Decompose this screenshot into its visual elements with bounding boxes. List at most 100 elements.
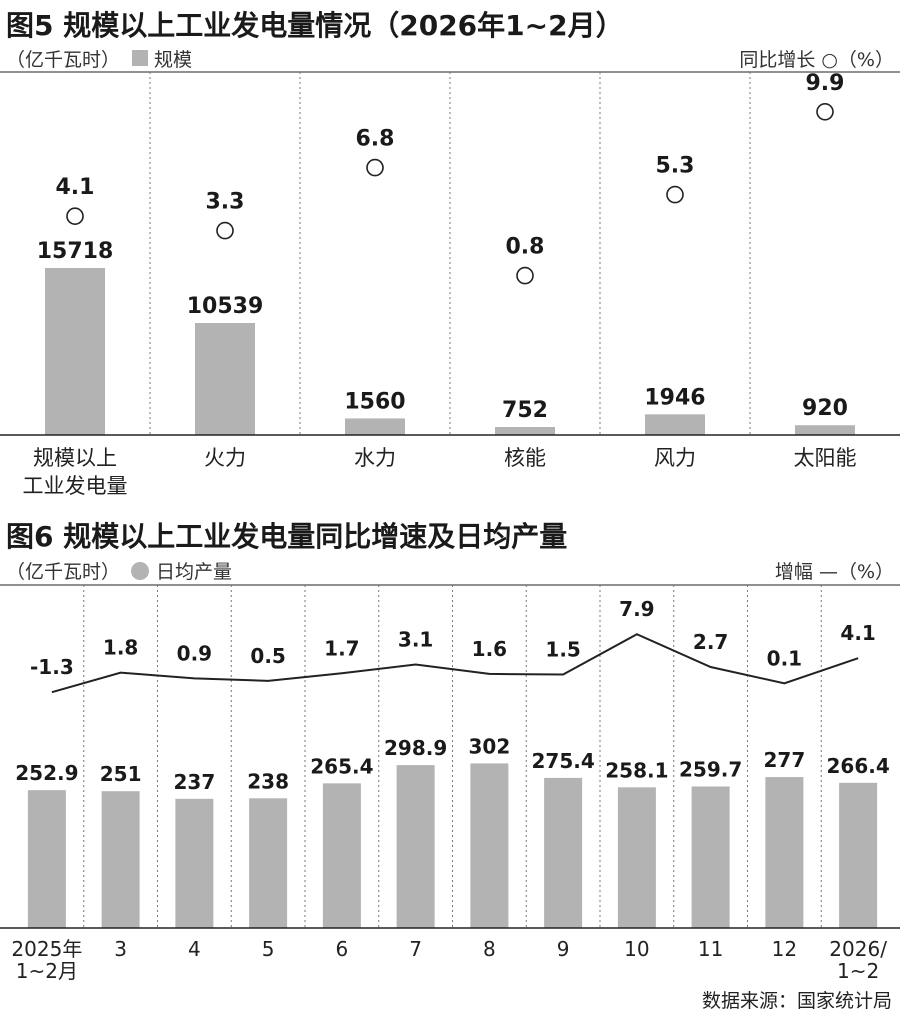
chart6-growth-label: 2.7 bbox=[693, 630, 728, 654]
chart5-growth-label: 0.8 bbox=[506, 235, 545, 260]
chart6-bar-label: 275.4 bbox=[531, 749, 594, 773]
chart6-legend-line: 增幅 —（%） bbox=[775, 561, 894, 583]
chart6-bar-label: 258.1 bbox=[605, 758, 668, 782]
chart6-bar-label: 302 bbox=[469, 734, 511, 758]
chart6-bar-label: 237 bbox=[174, 770, 216, 794]
chart6-bar-label: 298.9 bbox=[384, 736, 447, 760]
chart6-x-tick-label: 2025年 bbox=[11, 937, 82, 961]
chart6-bar bbox=[322, 783, 361, 928]
chart6-growth-label: 0.9 bbox=[177, 641, 212, 665]
chart6-x-tick-label: 5 bbox=[262, 937, 275, 961]
chart6-bar bbox=[249, 798, 288, 928]
chart5-bar bbox=[795, 425, 855, 435]
chart6-x-tick-label: 4 bbox=[188, 937, 201, 961]
chart6-x-tick-label: 8 bbox=[483, 937, 496, 961]
chart6-bar bbox=[765, 777, 804, 928]
chart6-bar-label: 252.9 bbox=[15, 761, 78, 785]
chart6-bar-label: 251 bbox=[100, 762, 142, 786]
chart5-bar bbox=[45, 267, 105, 435]
chart6-bars: 252.9 251 237 238 265.4 298.9 302 275.4 258.1 259… bbox=[15, 734, 890, 928]
chart6-x-tick-label: 7 bbox=[409, 937, 422, 961]
chart6-bar bbox=[544, 777, 583, 928]
chart6-growth-label: 0.5 bbox=[250, 644, 285, 668]
chart6-x-tick-label: 10 bbox=[624, 937, 649, 961]
chart6-legend-bar: 日均产量 bbox=[156, 561, 232, 583]
chart5-bar-label: 752 bbox=[502, 398, 548, 423]
chart6-bar bbox=[27, 790, 66, 928]
chart5-unit-label: （亿千瓦时） bbox=[6, 49, 120, 71]
chart5-bar-label: 920 bbox=[802, 396, 848, 421]
chart6-bar bbox=[839, 782, 878, 928]
chart5-growth-marker bbox=[816, 103, 834, 121]
chart5-legend-swatch bbox=[132, 50, 148, 66]
chart6-bar bbox=[470, 763, 509, 928]
chart6-growth-label: 4.1 bbox=[840, 621, 875, 645]
chart5-bar-label: 10539 bbox=[187, 294, 264, 319]
chart6-bar bbox=[617, 787, 656, 928]
chart6-growth-line: -1.3 1.8 0.9 0.5 1.7 3.1 1.6 1.5 7.9 2.7 0.1 4.1 bbox=[30, 597, 876, 694]
chart6-growth-polyline bbox=[51, 633, 859, 694]
chart6-growth-label: 1.5 bbox=[545, 638, 580, 662]
chart5-growth-label: 9.9 bbox=[806, 71, 845, 96]
chart6-x-tick-label: 2026/ bbox=[829, 937, 887, 961]
chart5-title: 图5 规模以上工业发电量情况（2026年1~2月） bbox=[6, 9, 624, 42]
chart5-x-tick-label: 工业发电量 bbox=[23, 474, 128, 498]
chart6-unit-label: （亿千瓦时） bbox=[6, 561, 120, 583]
chart5-x-tick-label: 太阳能 bbox=[794, 446, 857, 470]
chart5-legend-bar: 规模 bbox=[154, 49, 192, 71]
chart6-x-tick-label: 11 bbox=[698, 937, 723, 961]
chart5-bar bbox=[195, 323, 255, 435]
chart5-bar bbox=[645, 414, 705, 435]
chart6-bar bbox=[101, 791, 140, 928]
chart6-growth-label: 1.6 bbox=[472, 637, 507, 661]
chart5-bar-label: 1560 bbox=[344, 389, 405, 414]
chart5-bar-label: 1946 bbox=[644, 385, 705, 410]
chart6-growth-label: -1.3 bbox=[30, 655, 74, 679]
chart5-growth-label: 4.1 bbox=[56, 175, 95, 200]
chart5-bar bbox=[495, 427, 555, 435]
chart5-growth-marker bbox=[216, 221, 234, 240]
chart6-grid bbox=[83, 585, 822, 928]
chart5-legend-growth: 同比增长 ○（%） bbox=[739, 49, 894, 71]
chart6-bar-label: 277 bbox=[764, 748, 806, 772]
chart5-x-tick-label: 核能 bbox=[504, 446, 546, 470]
chart6-title: 图6 规模以上工业发电量同比增速及日均产量 bbox=[6, 520, 567, 553]
chart5-growth-marker bbox=[516, 266, 534, 285]
chart6-x-tick-label: 6 bbox=[336, 937, 349, 961]
source-note: 数据来源：国家统计局 bbox=[702, 990, 892, 1012]
chart5-growth-marker bbox=[666, 185, 684, 204]
chart5-grid bbox=[149, 72, 751, 435]
chart6-x-tick-label: 9 bbox=[557, 937, 570, 961]
chart5-bar bbox=[345, 418, 405, 435]
chart6-x-tick-label: 1~2 bbox=[837, 959, 879, 983]
chart5-bar-label: 15718 bbox=[37, 239, 114, 264]
chart6-bar bbox=[691, 786, 730, 928]
chart6-x-tick-label: 3 bbox=[114, 937, 127, 961]
chart6-growth-label: 7.9 bbox=[619, 597, 654, 621]
chart6-bar-label: 259.7 bbox=[679, 757, 742, 781]
chart6-growth-label: 0.1 bbox=[767, 646, 802, 670]
chart6-legend-swatch bbox=[131, 562, 149, 580]
chart5-x-labels: 规模以上工业发电量 火力 水力 核能 风力 太阳能 bbox=[23, 446, 857, 498]
chart5-bars: 15718 10539 1560 752 1946 920 bbox=[37, 239, 855, 435]
chart5-growth-label: 5.3 bbox=[656, 154, 695, 179]
chart5-growth-label: 6.8 bbox=[356, 127, 395, 152]
chart5-x-tick-label: 规模以上 bbox=[33, 446, 117, 470]
chart6-bar-label: 238 bbox=[247, 769, 289, 793]
chart6-bar bbox=[175, 798, 214, 928]
chart5-x-tick-label: 火力 bbox=[204, 446, 246, 470]
chart6-x-tick-label: 1~2月 bbox=[16, 959, 78, 983]
chart5-x-tick-label: 水力 bbox=[354, 446, 396, 470]
chart5-growth-marker bbox=[66, 207, 84, 225]
chart5-growth-markers: 4.1 3.3 6.8 0.8 5.3 9.9 bbox=[56, 71, 845, 285]
chart6-bar-label: 266.4 bbox=[826, 754, 889, 778]
chart6-growth-label: 3.1 bbox=[398, 627, 433, 651]
chart6-bar-label: 265.4 bbox=[310, 754, 373, 778]
chart6-bar bbox=[396, 765, 435, 928]
chart5-growth-label: 3.3 bbox=[206, 190, 245, 215]
chart6-growth-label: 1.7 bbox=[324, 636, 359, 660]
chart5-x-tick-label: 风力 bbox=[654, 446, 696, 470]
chart5-growth-marker bbox=[366, 158, 384, 177]
